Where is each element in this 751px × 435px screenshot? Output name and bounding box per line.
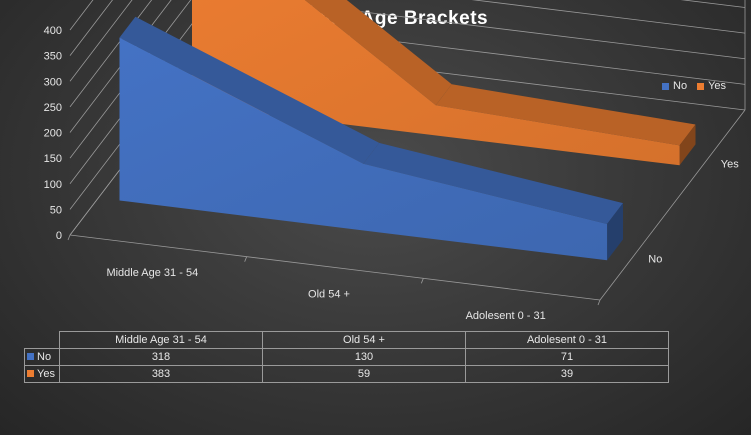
y-tick-label: 250 (44, 102, 62, 114)
x-tick (244, 256, 248, 262)
ribbon-top-segment (119, 16, 380, 164)
data-table-cell: 39 (465, 365, 669, 383)
ribbon-top-segment (435, 84, 696, 146)
gridline (471, 0, 746, 34)
data-table-cell: 71 (465, 348, 669, 366)
y-tick-label: 0 (56, 230, 62, 242)
table-series-label: No (37, 351, 52, 363)
y-tick-label: 350 (44, 51, 62, 63)
data-table-corner (24, 331, 60, 349)
legend-swatch-no (662, 82, 669, 90)
y-tick-label: 50 (50, 204, 62, 216)
legend-swatch-yes (697, 82, 705, 90)
x-tick-label: Adolesent 0 - 31 (466, 310, 546, 322)
data-table-cell: 383 (59, 365, 263, 383)
y-tick-label: 400 (44, 25, 62, 37)
data-table-header-cell: Middle Age 31 - 54 (59, 331, 263, 349)
ribbon-front-face (119, 37, 608, 261)
series-ribbon-no (119, 16, 623, 261)
data-table-cell: 318 (59, 348, 263, 366)
depth-tick-label: Yes (721, 159, 739, 171)
data-table-row: Yes 383 59 39 (24, 365, 669, 383)
table-swatch-no (27, 353, 34, 360)
data-table-header-row: Middle Age 31 - 54 Old 54 + Adolesent 0 … (24, 331, 669, 349)
gridline-side (69, 0, 153, 108)
data-table-header-cell: Adolesent 0 - 31 (465, 331, 669, 349)
y-tick-label: 300 (44, 76, 62, 88)
plot-area: 0 50 100 150 200 250 300 350 400 Middle Age 31 - … (44, 0, 746, 322)
legend-item-no: No (662, 80, 687, 92)
y-tick-label: 150 (44, 153, 62, 165)
data-table-cell: 130 (262, 348, 466, 366)
depth-tick-label: No (648, 254, 662, 266)
ribbon-end-cap (679, 124, 696, 166)
legend-label-yes: Yes (708, 80, 727, 92)
ribbon-end-cap (607, 203, 623, 261)
legend: No Yes (662, 80, 726, 92)
legend-item-yes: Yes (697, 80, 726, 92)
table-series-label: Yes (37, 368, 55, 380)
gridline-side (69, 0, 133, 82)
ribbon-front-face (192, 0, 680, 166)
x-tick (420, 278, 424, 284)
floor-edge (69, 234, 601, 301)
x-tick-label: Old 54 + (308, 289, 350, 301)
data-table: Middle Age 31 - 54 Old 54 + Adolesent 0 … (24, 331, 669, 383)
data-table-series-yes: Yes (24, 365, 60, 383)
gridline-side (69, 0, 113, 56)
data-table-header-cell: Old 54 + (262, 331, 466, 349)
data-table-row: No 318 130 71 (24, 348, 669, 366)
data-table-cell: 59 (262, 365, 466, 383)
legend-label-no: No (673, 80, 688, 92)
data-table-series-no: No (24, 348, 60, 366)
x-tick (67, 234, 71, 241)
floor-edge (599, 109, 746, 301)
y-tick-label: 200 (44, 128, 62, 140)
x-tick-label: Middle Age 31 - 54 (106, 267, 198, 279)
ribbon-top-segment (304, 0, 452, 106)
table-swatch-yes (27, 370, 34, 377)
series-ribbon-yes (192, 0, 696, 166)
x-tick (597, 299, 601, 306)
ribbon-top-segment (363, 142, 623, 224)
y-tick-label: 100 (44, 179, 62, 191)
